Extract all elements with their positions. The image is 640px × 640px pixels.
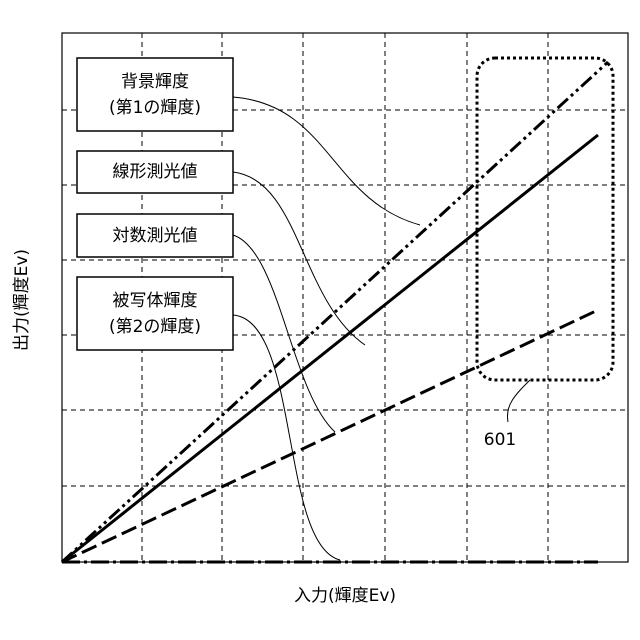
diagram: 601 背景輝度 (第1の輝度) 線形測光値 対数測光値 被写体輝度 (第2の輝…: [0, 0, 640, 640]
label-text: 被写体輝度: [113, 291, 198, 311]
label-text: 背景輝度: [121, 72, 189, 92]
label-text: 線形測光値: [113, 162, 198, 182]
region-601: [477, 58, 613, 380]
leader-line: [233, 172, 365, 345]
label-box: [77, 58, 233, 131]
label-box: [77, 277, 233, 350]
label-text: 対数測光値: [113, 226, 198, 246]
region-leader: [507, 380, 530, 422]
x-axis-label: 入力(輝度Ev): [294, 586, 396, 606]
leader-line: [233, 97, 420, 225]
leader-line: [233, 235, 335, 432]
label-text: (第2の輝度): [109, 317, 201, 337]
label-text: (第1の輝度): [109, 98, 201, 118]
region-label: 601: [484, 430, 516, 450]
y-axis-label: 出力(輝度Ev): [12, 249, 32, 351]
